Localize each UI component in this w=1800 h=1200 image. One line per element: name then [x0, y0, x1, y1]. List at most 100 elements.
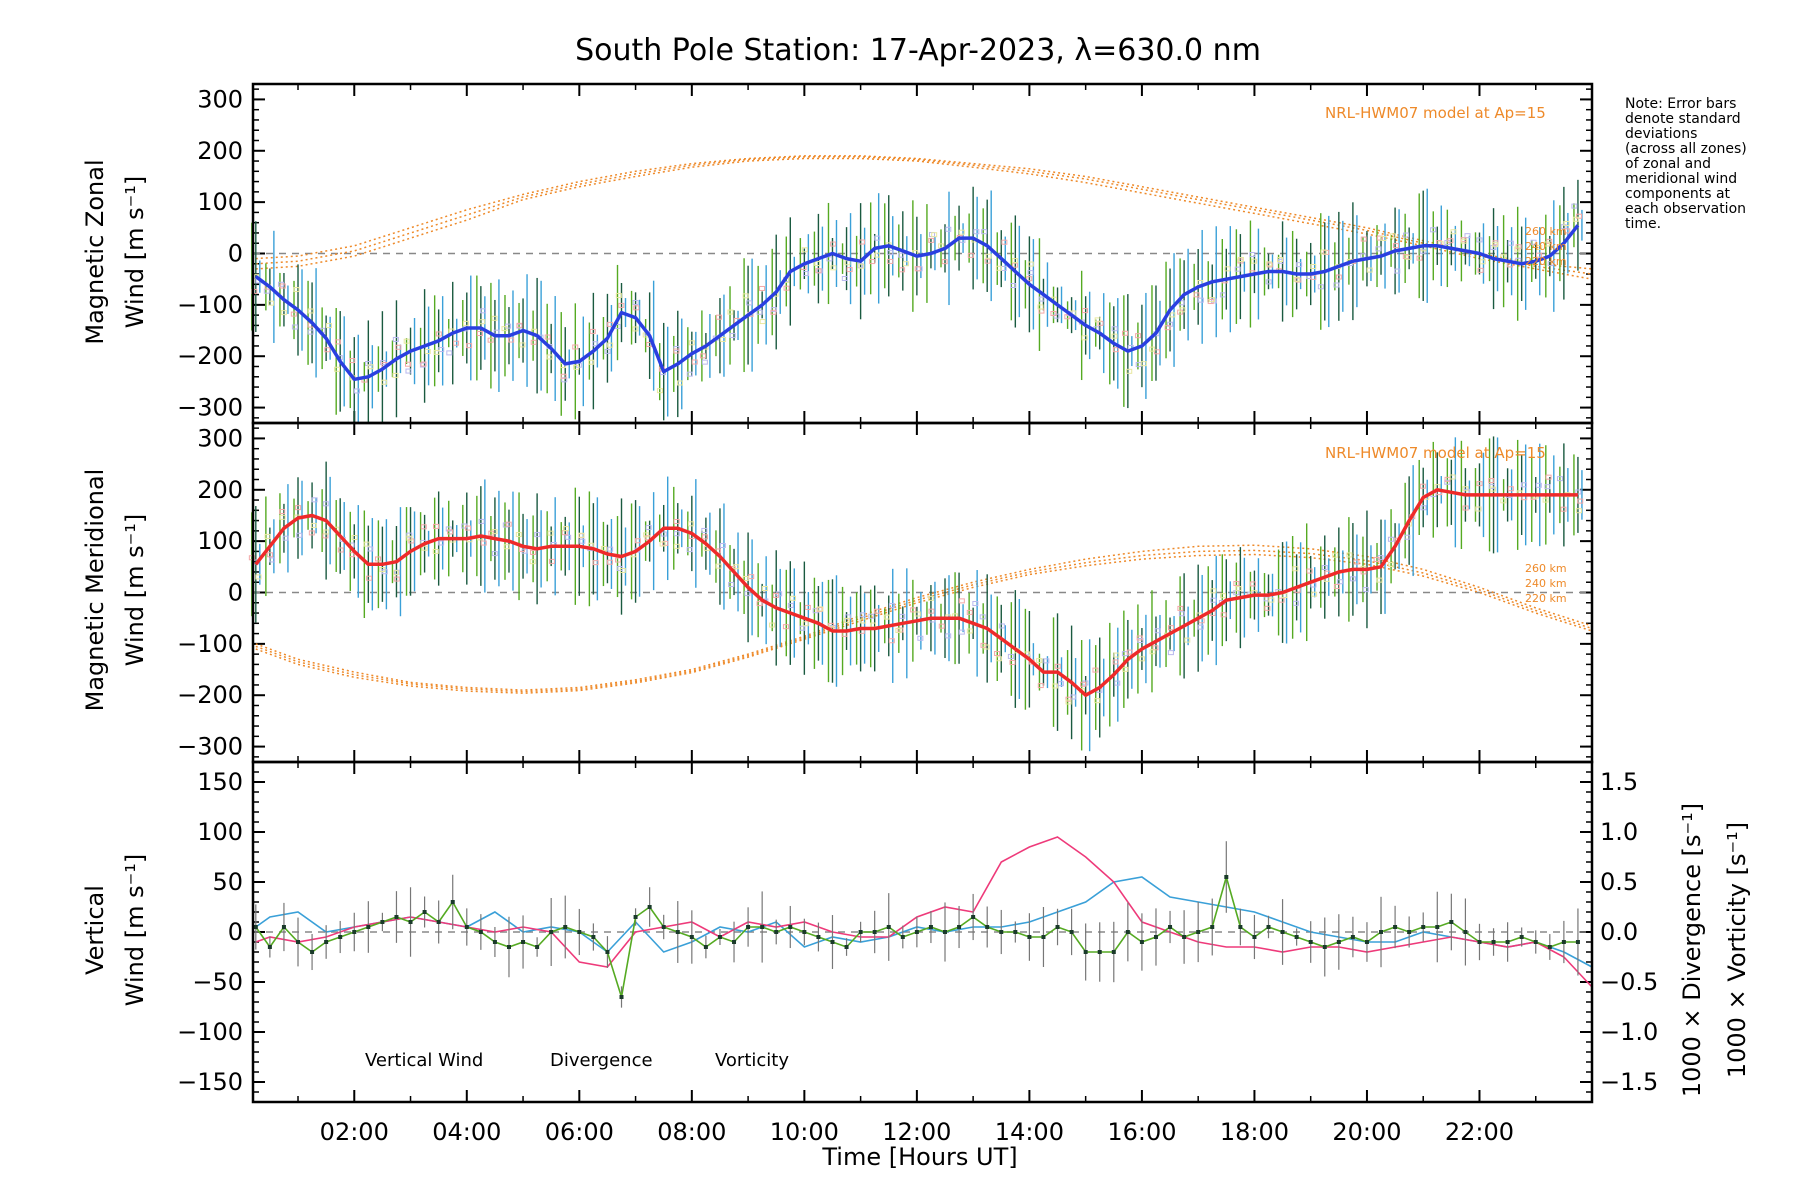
- zone-mark: [1111, 333, 1118, 339]
- zone-mark: [1135, 333, 1142, 339]
- zone-mark: [826, 256, 833, 262]
- zone-mark: [420, 361, 427, 367]
- zone-mark: [958, 229, 965, 235]
- y-tick-label: 50: [212, 868, 243, 896]
- zone-mark: [337, 547, 344, 553]
- zone-mark: [395, 344, 402, 350]
- zone-mark: [1542, 497, 1549, 503]
- vertical-wind-point: [647, 905, 652, 909]
- zone-mark: [728, 582, 735, 588]
- zone-mark: [1007, 653, 1014, 659]
- zone-mark: [928, 595, 935, 601]
- zone-mark: [264, 533, 271, 539]
- zone-mark: [1477, 267, 1484, 273]
- zone-mark: [530, 549, 537, 555]
- zone-mark: [363, 541, 370, 547]
- zone-mark: [1311, 591, 1318, 597]
- vertical-wind-point: [802, 930, 807, 934]
- vertical-panel: 150 100 50 0 −50 −100 −150 1.5 1.0 0.5 0.0 −0.5 −1.0…: [177, 760, 1658, 1146]
- zone-mark: [1571, 203, 1578, 209]
- zone-mark: [814, 261, 821, 267]
- zone-mark: [1389, 233, 1396, 239]
- zone-mark: [1094, 698, 1101, 704]
- zone-mark: [351, 535, 358, 541]
- zone-mark: [548, 558, 555, 564]
- zone-mark: [325, 323, 332, 329]
- zone-mark: [874, 235, 881, 241]
- zone-mark: [1489, 486, 1496, 492]
- zone-mark: [565, 534, 572, 540]
- zone-mark: [1179, 307, 1186, 313]
- zone-mark: [447, 529, 454, 535]
- y2-tick-label: 0.0: [1600, 918, 1638, 946]
- zone-mark: [1360, 236, 1367, 242]
- zone-mark: [618, 302, 625, 308]
- zone-mark: [815, 268, 822, 274]
- chart-title: South Pole Station: 17-Apr-2023, λ=630.0…: [575, 33, 1261, 68]
- vertical-wind-point: [1027, 935, 1032, 939]
- zonal-ylabel-line1: Magnetic Zonal: [81, 159, 109, 344]
- zone-mark: [1237, 256, 1244, 262]
- zone-mark: [1121, 651, 1128, 657]
- zone-mark: [1135, 362, 1142, 368]
- note-line: deviations: [1625, 126, 1697, 142]
- vertical-wind-point: [1111, 950, 1116, 954]
- vertical-wind-point: [1364, 940, 1369, 944]
- zone-mark: [643, 532, 650, 538]
- meridional-model-alt-240: 240 km: [1525, 577, 1567, 590]
- zonal-model-alt-240: 240 km: [1525, 240, 1567, 253]
- vertical-wind-point: [675, 930, 680, 934]
- vertical-wind-point: [1533, 940, 1538, 944]
- zone-mark: [1036, 658, 1043, 664]
- zone-mark: [1193, 292, 1200, 298]
- vertical-wind-point: [492, 940, 497, 944]
- vertical-wind-point: [1421, 925, 1426, 929]
- zone-mark: [1293, 276, 1300, 282]
- vertical-wind-point: [1182, 935, 1187, 939]
- zone-mark: [606, 559, 613, 565]
- zone-mark: [269, 557, 276, 563]
- zone-mark: [1265, 279, 1272, 285]
- zone-mark: [844, 617, 851, 623]
- zone-mark: [1536, 244, 1543, 250]
- vertical-wind-point: [1294, 935, 1299, 939]
- zone-mark: [770, 307, 777, 313]
- zone-mark: [1292, 566, 1299, 572]
- vertical-wind-point: [1125, 930, 1130, 934]
- zonal-model-label: NRL-HWM07 model at Ap=15: [1325, 104, 1546, 122]
- zone-mark: [1169, 312, 1176, 318]
- meridional-ylabel-line2: Wind [m s⁻¹]: [121, 514, 149, 666]
- zone-mark: [1266, 261, 1273, 267]
- zone-mark: [282, 535, 289, 541]
- zone-mark: [393, 576, 400, 582]
- zone-mark: [701, 534, 708, 540]
- note-line: (across all zones): [1625, 141, 1747, 157]
- zone-mark: [592, 341, 599, 347]
- zone-mark: [1492, 242, 1499, 248]
- zone-mark: [311, 497, 318, 503]
- zone-mark: [801, 247, 808, 253]
- zone-mark: [748, 574, 755, 580]
- zone-mark: [783, 285, 790, 291]
- vorticity-ylabel: 1000 × Vorticity [s⁻¹]: [1723, 822, 1751, 1078]
- zone-mark: [715, 563, 722, 569]
- vertical-wind-point: [563, 925, 568, 929]
- zone-mark: [1136, 635, 1143, 641]
- vertical-wind-point: [1379, 930, 1384, 934]
- zone-mark: [983, 644, 990, 650]
- zone-mark: [435, 331, 442, 337]
- zone-mark: [899, 267, 906, 273]
- y-tick-label: −100: [177, 291, 243, 319]
- y-tick-label: 300: [197, 85, 243, 113]
- zone-mark: [433, 523, 440, 529]
- zone-mark: [1447, 238, 1454, 244]
- zone-mark: [1572, 216, 1579, 222]
- vertical-wind-point: [1083, 950, 1088, 954]
- zone-mark: [1219, 292, 1226, 298]
- zone-mark: [659, 541, 666, 547]
- zone-mark: [1249, 581, 1256, 587]
- zone-mark: [1475, 506, 1482, 512]
- zone-mark: [503, 544, 510, 550]
- zone-mark: [1576, 213, 1583, 219]
